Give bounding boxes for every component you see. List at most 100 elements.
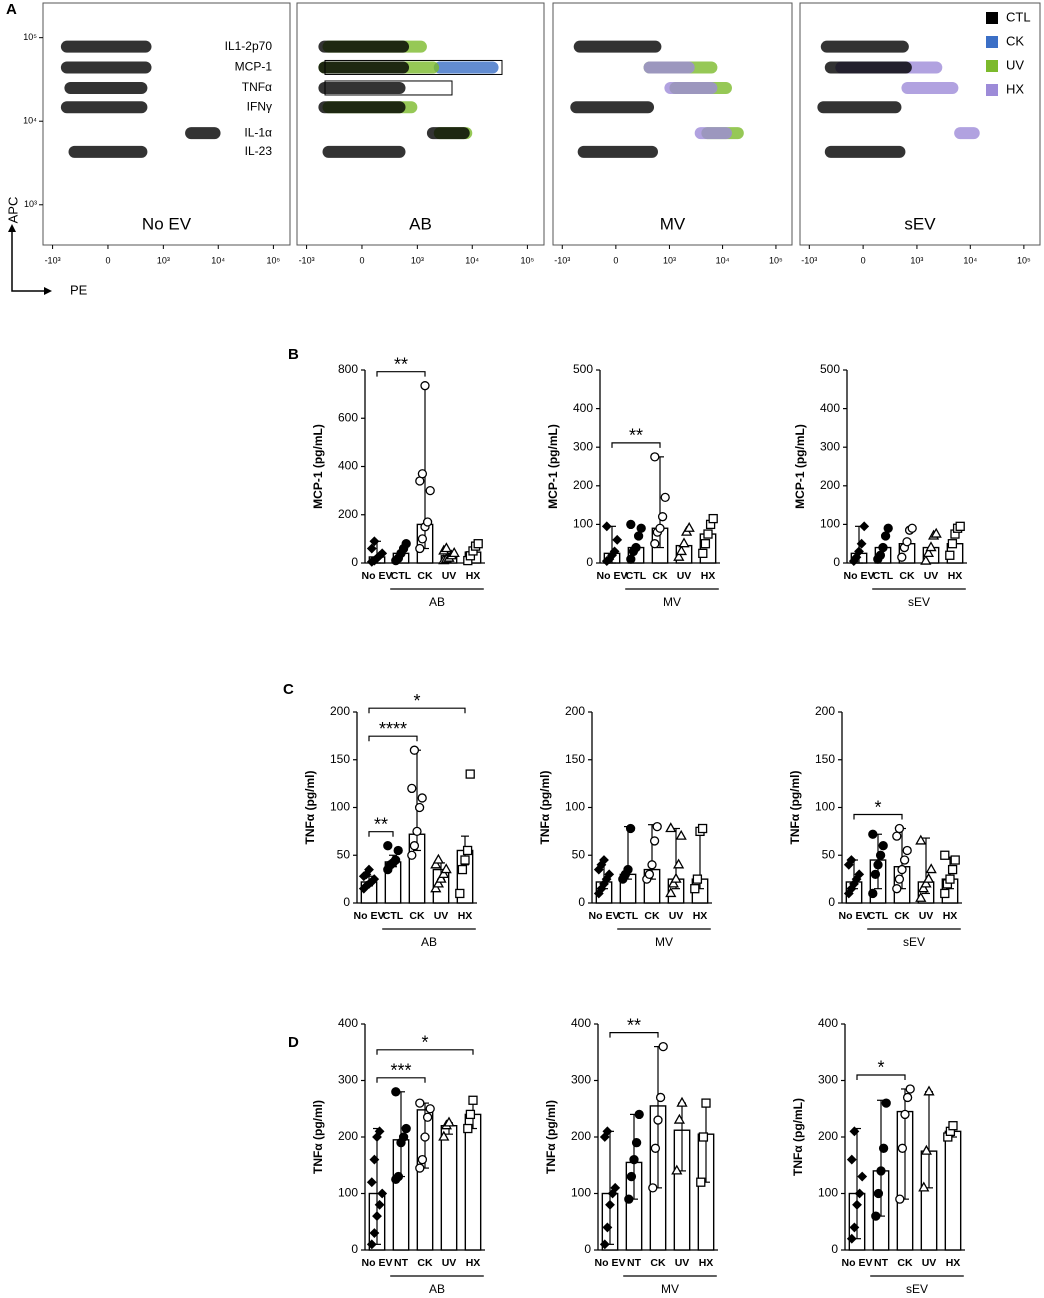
x-tick-label: 10³	[663, 255, 676, 265]
arrow-head	[8, 224, 52, 295]
significance-bracket	[368, 831, 394, 837]
point	[678, 537, 690, 548]
point	[650, 1143, 661, 1153]
point	[915, 891, 927, 902]
population-label: IL1-2p70	[225, 39, 273, 53]
point	[417, 469, 428, 479]
point	[599, 855, 609, 865]
x-tick-label: CK	[897, 1257, 913, 1269]
x-tick-label: UV	[922, 1257, 937, 1269]
y-tick-label: 600	[338, 410, 358, 424]
point	[880, 531, 891, 541]
point	[420, 381, 430, 391]
y-tick-label: 50	[822, 847, 836, 861]
plot-title: AB	[409, 214, 432, 233]
y-tick-label: 200	[571, 1129, 591, 1143]
point	[698, 1132, 709, 1142]
y-tick-label: 300	[818, 1073, 838, 1087]
point	[660, 492, 670, 503]
event-cluster	[954, 127, 980, 140]
x-tick-label: HX	[458, 910, 473, 922]
point	[374, 1126, 385, 1137]
x-tick-label: 10⁵	[267, 255, 281, 265]
point	[432, 877, 445, 888]
y-tick-label: 500	[573, 362, 593, 376]
point	[652, 821, 662, 832]
point	[629, 1154, 639, 1165]
y-tick-label: 100	[565, 800, 585, 814]
x-tick-label: No EV	[362, 570, 393, 582]
x-tick-label: CK	[409, 910, 425, 922]
y-tick-label: 100	[820, 517, 840, 531]
x-tick-label: UV	[669, 910, 684, 922]
point	[414, 802, 425, 813]
significance-label: **	[374, 814, 388, 834]
point	[465, 769, 475, 779]
point	[374, 1199, 385, 1210]
panel-letter: C	[283, 681, 294, 698]
group-label: AB	[429, 595, 445, 609]
point	[401, 539, 411, 549]
y-tick-label: 50	[572, 847, 586, 861]
group-label: AB	[429, 1282, 445, 1293]
event-cluster	[318, 81, 406, 94]
point	[895, 1194, 905, 1204]
x-tick-label: NT	[394, 1257, 409, 1269]
point	[940, 888, 950, 899]
point	[923, 1085, 935, 1096]
point	[612, 534, 623, 545]
point	[372, 1211, 382, 1222]
significance-label: *	[877, 1058, 884, 1078]
y-tick-label: 200	[815, 704, 835, 718]
significance-label: **	[394, 354, 408, 374]
x-tick-label: 10⁴	[211, 255, 225, 265]
point	[955, 521, 965, 531]
point	[665, 887, 677, 898]
point	[644, 869, 655, 879]
x-tick-label: No EV	[844, 570, 875, 582]
point	[868, 888, 878, 899]
point	[401, 1123, 411, 1134]
point	[683, 521, 695, 532]
point	[624, 1194, 634, 1204]
point	[875, 850, 886, 860]
y-tick-label: 100	[571, 1186, 591, 1200]
y-tick-label: 100	[330, 800, 350, 814]
population-label: MCP-1	[235, 60, 273, 74]
point	[878, 841, 888, 851]
legend-label: CK	[1006, 33, 1024, 48]
point	[856, 538, 867, 549]
point	[881, 1098, 891, 1108]
point	[377, 548, 388, 559]
point	[868, 829, 878, 839]
x-tick-label: CTL	[391, 570, 412, 582]
event-cluster	[824, 61, 912, 74]
point	[366, 1239, 377, 1250]
point	[873, 1188, 884, 1199]
y-tick-label: 300	[571, 1073, 591, 1087]
event-cluster	[68, 145, 148, 158]
x-tick-label: -10³	[554, 255, 570, 265]
group-label: sEV	[903, 935, 925, 949]
point	[859, 521, 870, 532]
x-tick-label: CTL	[383, 910, 404, 922]
y-axis-label: TNFα (pg/ml)	[544, 1100, 558, 1174]
point	[692, 874, 703, 884]
gate	[324, 59, 503, 75]
point	[673, 550, 685, 561]
point	[366, 1177, 377, 1188]
point	[948, 1121, 958, 1131]
y-tick-label: 10³	[24, 199, 37, 209]
point	[922, 872, 935, 883]
y-axis-label: TNFα (pg/ml)	[788, 770, 802, 844]
x-tick-label: UV	[919, 910, 934, 922]
y-tick-label: 400	[818, 1016, 838, 1030]
point	[626, 554, 636, 564]
bar	[464, 1113, 482, 1251]
point	[875, 550, 886, 560]
y-tick-label: 10⁵	[23, 32, 37, 42]
x-tick-label: 10³	[411, 255, 424, 265]
point	[665, 822, 677, 833]
point	[425, 485, 435, 496]
population-label: IL-23	[245, 144, 273, 158]
